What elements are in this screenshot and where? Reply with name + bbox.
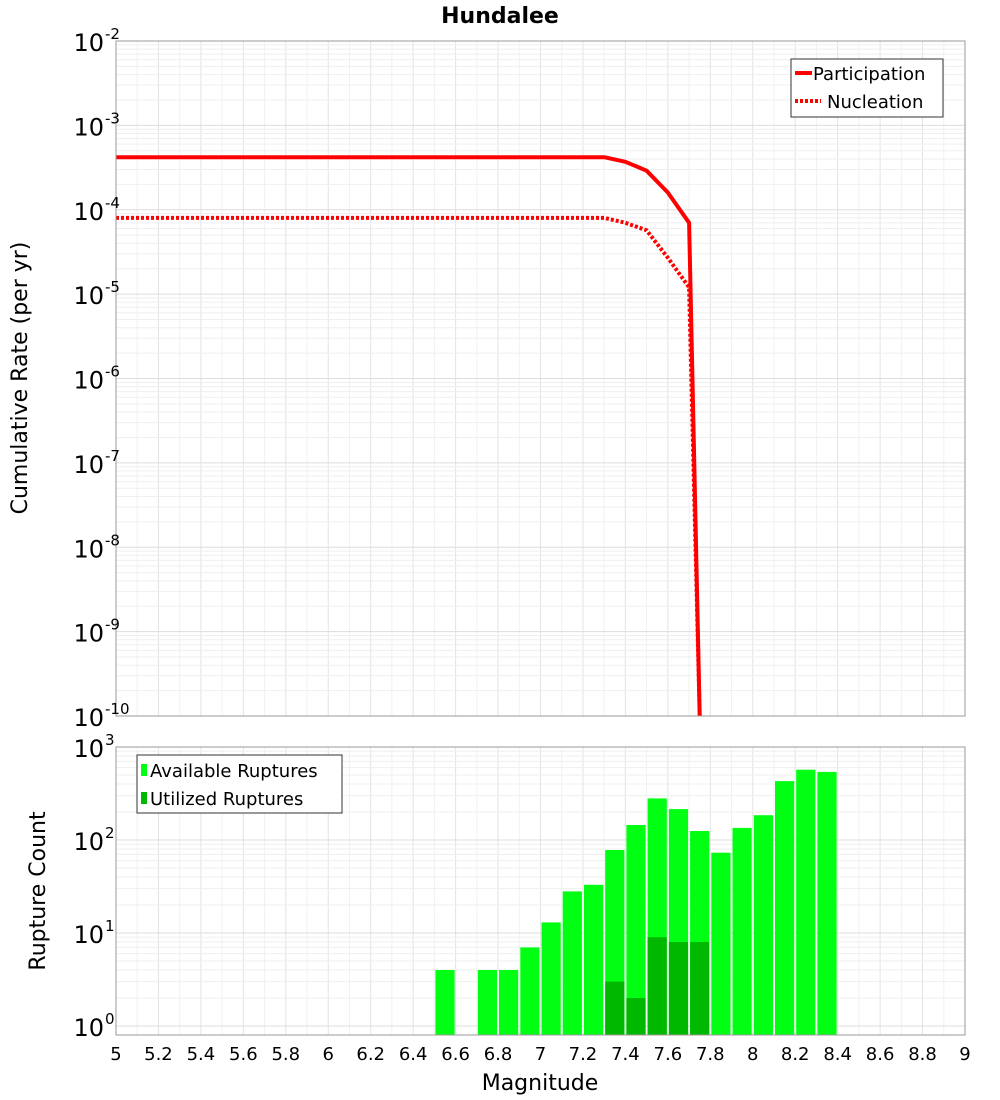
top-y-tick-exponent: -4 (105, 194, 120, 212)
x-tick-label: 5.4 (187, 1044, 216, 1065)
utilized-rupture-bar (605, 981, 625, 1035)
bottom-y-tick-label: 10 (73, 1014, 104, 1042)
bottom-y-tick-exponent: 2 (105, 824, 115, 842)
top-panel: 10-210-310-410-510-610-710-810-910-10 Cu… (8, 25, 966, 732)
available-rupture-bar (562, 891, 582, 1035)
bottom-y-tick-exponent: 0 (105, 1010, 115, 1028)
x-tick-label: 9 (959, 1044, 970, 1065)
x-tick-label: 5.6 (229, 1044, 258, 1065)
top-y-tick-label: 10 (73, 620, 104, 648)
top-y-axis-label: Cumulative Rate (per yr) (8, 242, 33, 515)
x-tick-label: 5.8 (271, 1044, 300, 1065)
top-y-tick-exponent: -7 (105, 447, 120, 465)
legend-participation-label: Participation (813, 64, 925, 85)
top-y-tick-exponent: -3 (105, 109, 120, 127)
chart-title: Hundalee (441, 4, 559, 29)
x-tick-label: 7 (535, 1044, 546, 1065)
available-rupture-bar (435, 970, 455, 1035)
top-plot-frame (115, 40, 966, 717)
available-rupture-bar (499, 970, 519, 1035)
x-tick-label: 8.8 (908, 1044, 937, 1065)
bottom-y-tick-label: 10 (73, 735, 104, 763)
legend-utilized-swatch (141, 792, 147, 804)
top-y-tick-label: 10 (73, 113, 104, 141)
available-rupture-bar (541, 922, 561, 1035)
legend-nucleation-label: Nucleation (827, 92, 923, 113)
x-tick-label: 8 (747, 1044, 758, 1065)
top-y-tick-exponent: -10 (105, 700, 130, 718)
available-rupture-bar (817, 771, 837, 1035)
legend-available-label: Available Ruptures (150, 761, 318, 782)
bottom-y-tick-label: 10 (73, 921, 104, 949)
bottom-y-axis-label: Rupture Count (26, 811, 51, 971)
top-legend: Participation Nucleation (790, 58, 944, 118)
top-y-tick-label: 10 (73, 535, 104, 563)
x-tick-label: 8.4 (823, 1044, 852, 1065)
x-tick-label: 5.2 (144, 1044, 173, 1065)
utilized-rupture-bar (668, 942, 689, 1035)
bottom-x-ticks: 5 5.2 5.4 5.6 5.8 6 6.2 6.4 6.6 6.8 7 7.2 7.4 7.6 7.8 8… (110, 1044, 970, 1065)
available-rupture-bar (711, 852, 731, 1035)
top-y-tick-label: 10 (73, 29, 104, 57)
available-rupture-bar (753, 815, 773, 1035)
x-tick-label: 8.6 (866, 1044, 895, 1065)
bottom-plot-frame (115, 746, 966, 1036)
x-tick-label: 6.4 (399, 1044, 428, 1065)
legend-utilized-label: Utilized Ruptures (150, 789, 303, 810)
available-rupture-bar (796, 769, 816, 1035)
top-y-tick-exponent: -9 (105, 616, 120, 634)
top-y-tick-label: 10 (73, 367, 104, 395)
bottom-bars (435, 769, 837, 1035)
utilized-rupture-bar (690, 942, 710, 1035)
x-tick-label: 8.2 (781, 1044, 810, 1065)
available-rupture-bar (584, 884, 604, 1035)
series-line-nucleation (116, 215, 702, 717)
available-rupture-bar (732, 827, 752, 1035)
top-series (116, 155, 702, 717)
bottom-legend-box (136, 754, 343, 814)
top-legend-box (790, 58, 944, 118)
top-y-tick-label: 10 (73, 704, 104, 732)
series-line-participation (116, 155, 702, 717)
available-rupture-bar (626, 825, 646, 1035)
utilized-rupture-bar (626, 998, 646, 1035)
bottom-y-tick-exponent: 1 (105, 917, 115, 935)
x-axis-label: Magnitude (482, 1071, 599, 1096)
top-y-tick-exponent: -5 (105, 278, 120, 296)
x-tick-label: 6.2 (356, 1044, 385, 1065)
x-tick-label: 7.8 (696, 1044, 725, 1065)
x-tick-label: 5 (110, 1044, 121, 1065)
bottom-legend: Available Ruptures Utilized Ruptures (136, 754, 343, 814)
bottom-y-tick-exponent: 3 (105, 731, 115, 749)
top-y-tick-label: 10 (73, 451, 104, 479)
top-y-tick-label: 10 (73, 198, 104, 226)
legend-available-swatch (141, 764, 147, 776)
top-y-tick-label: 10 (73, 282, 104, 310)
top-y-ticks: 10-210-310-410-510-610-710-810-910-10 (73, 25, 129, 732)
x-tick-label: 7.2 (569, 1044, 598, 1065)
x-tick-label: 6.6 (441, 1044, 470, 1065)
top-grid (115, 41, 966, 717)
x-tick-label: 6 (323, 1044, 334, 1065)
top-y-tick-exponent: -2 (105, 25, 120, 43)
top-y-tick-exponent: -6 (105, 363, 120, 381)
x-tick-label: 6.8 (484, 1044, 513, 1065)
top-y-tick-exponent: -8 (105, 531, 120, 549)
bottom-y-tick-label: 10 (73, 828, 104, 856)
available-rupture-bar (477, 970, 497, 1035)
available-rupture-bar (775, 781, 795, 1035)
utilized-rupture-bar (647, 937, 667, 1035)
x-tick-label: 7.6 (654, 1044, 683, 1065)
x-tick-label: 7.4 (611, 1044, 640, 1065)
available-rupture-bar (520, 947, 540, 1035)
